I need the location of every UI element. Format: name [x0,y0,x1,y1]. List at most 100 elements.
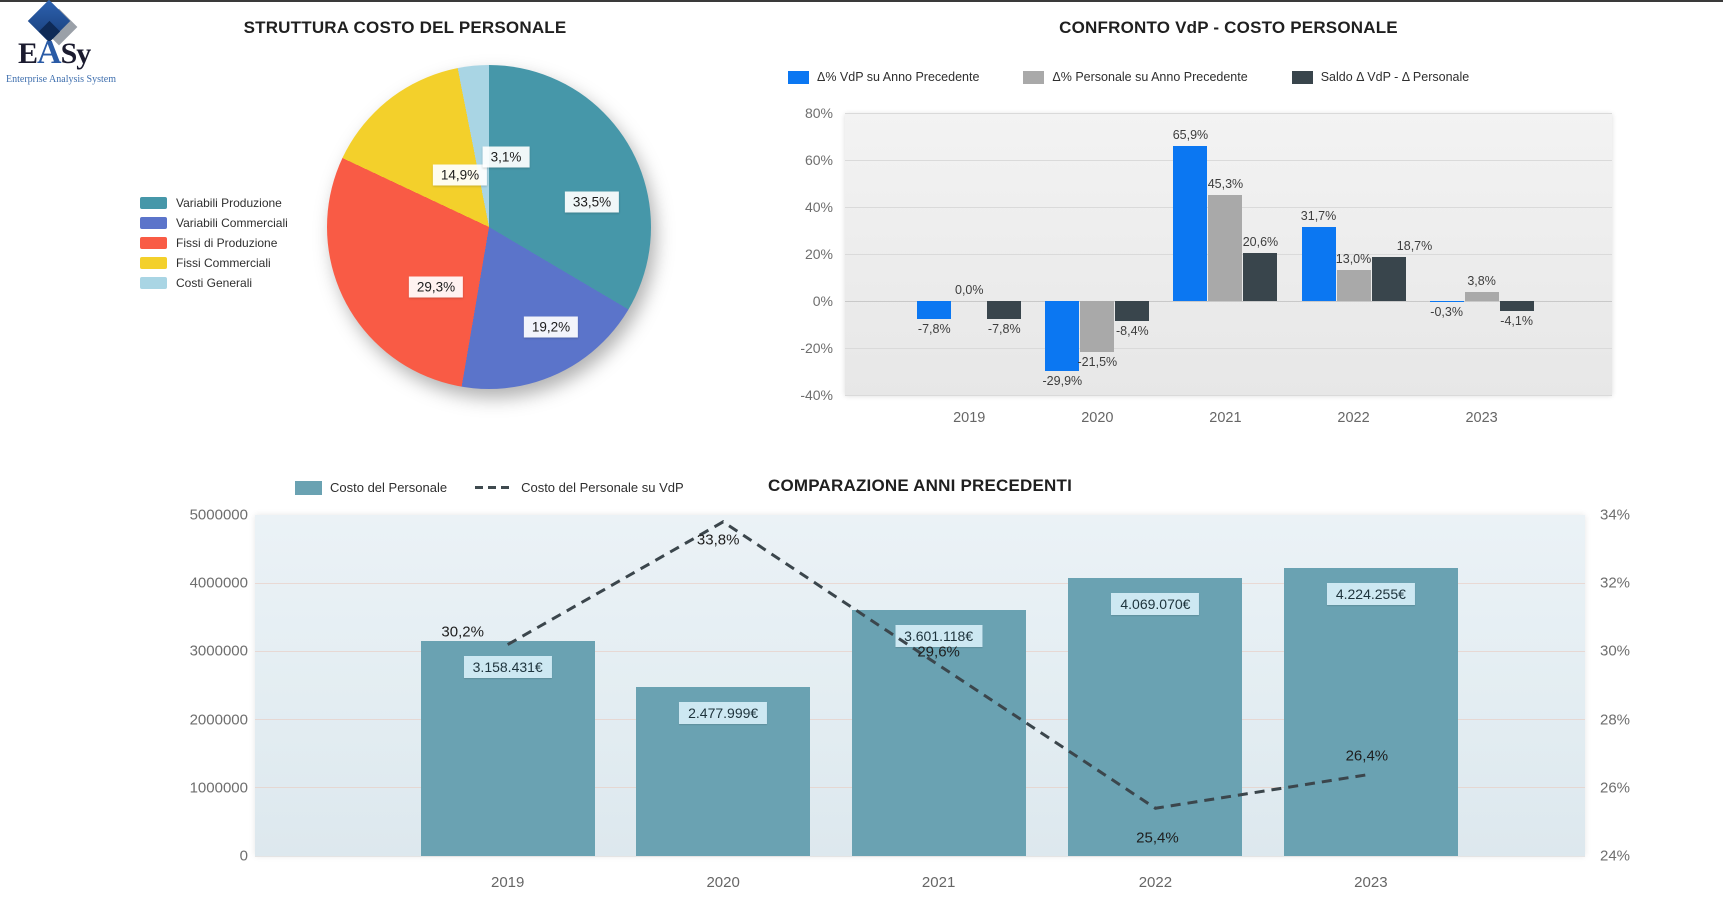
confronto-gridline [845,300,1612,302]
pie-circle[interactable] [327,65,651,389]
confronto-bar-value-label: -7,8% [987,322,1021,337]
confronto-bar[interactable] [1301,226,1336,301]
confronto-bar[interactable] [1045,301,1080,372]
easy-logo: EASy Enterprise Analysis System [6,0,176,97]
confronto-bar[interactable] [1115,301,1150,321]
confronto-bar-value-label: -29,9% [1042,374,1083,389]
comparazione-x-tick: 2021 [921,874,956,891]
pie-slice-value-label: 19,2% [523,316,579,338]
confronto-x-tick: 2022 [1337,410,1370,426]
confronto-x-tick: 2021 [1209,410,1242,426]
confronto-bar[interactable] [1208,194,1243,301]
comparazione-x-tick: 2019 [491,874,525,891]
trend-line-value-label: 26,4% [1345,747,1389,765]
confronto-bar-value-label: -21,5% [1077,354,1118,369]
confronto-bar[interactable] [1429,301,1464,302]
confronto-y-tick: 0% [812,293,833,309]
comparazione-bar-value-badge: 4.069.070€ [1111,593,1200,616]
pie-legend-label: Costi Generali [176,276,253,290]
confronto-bar[interactable] [1336,270,1371,301]
comparazione-gridline [255,855,1585,857]
comparazione-left-tick: 5000000 [189,506,248,524]
comparazione-right-tick: 30% [1600,642,1631,660]
pie-legend-label: Variabili Commerciali [176,216,288,230]
comparazione-legend-label: Costo del Personale [330,480,448,495]
confronto-bar-value-label: 45,3% [1207,176,1244,191]
legend-swatch-icon [140,237,167,249]
pie-legend-item[interactable]: Variabili Commerciali [140,216,288,230]
trend-line-value-label: 30,2% [441,623,484,641]
logo-letter-a: A [37,34,62,71]
comparazione-bar-value-badge: 3.158.431€ [463,655,552,678]
comparazione-right-tick: 26% [1600,779,1631,797]
comparazione-right-tick: 28% [1600,711,1631,729]
comparazione-chart-panel: COMPARAZIONE ANNI PRECEDENTI Costo del P… [0,460,1723,919]
comparazione-bar-value-badge: 4.224.255€ [1326,582,1415,605]
legend-swatch-icon [788,70,809,84]
comparazione-legend: Costo del Personale Costo del Personale s… [295,480,684,495]
confronto-chart-panel: CONFRONTO VdP - COSTO PERSONALE Δ% VdP s… [700,10,1723,450]
confronto-bar-value-label: -8,4% [1116,323,1149,338]
confronto-gridline [845,159,1612,161]
trend-line-value-label: 25,4% [1136,829,1179,847]
confronto-bar-value-label: 18,7% [1396,239,1433,254]
trend-line-value-label: 33,8% [696,531,740,549]
confronto-bar-value-label: 31,7% [1300,208,1337,223]
comparazione-legend-item-bar[interactable]: Costo del Personale [295,480,447,495]
logo-letter-e: E [18,37,38,70]
confronto-bar-value-label: -4,1% [1500,313,1533,328]
confronto-bar[interactable] [917,301,952,320]
confronto-bar-value-label: 65,9% [1172,128,1209,143]
pie-slice-value-label: 14,9% [432,164,488,186]
confronto-x-tick: 2023 [1465,410,1498,426]
pie-legend-item[interactable]: Fissi Commerciali [140,256,288,270]
pie-slice-value-label: 29,3% [408,276,464,298]
logo-letters-sy: Sy [60,37,92,70]
comparazione-legend-item-line[interactable]: Costo del Personale su VdP [475,480,684,495]
pie-legend-item[interactable]: Variabili Produzione [140,196,288,210]
confronto-y-tick: 40% [804,199,833,215]
legend-dashed-line-icon [475,486,514,489]
window-top-border [0,0,1723,2]
confronto-y-tick: -20% [800,340,833,356]
confronto-legend-item[interactable]: Saldo Δ VdP - Δ Personale [1291,70,1470,84]
logo-text: EASy [18,34,92,72]
confronto-gridline [845,394,1612,396]
confronto-y-tick: 60% [804,152,833,168]
legend-swatch-icon [140,217,167,229]
trend-line-value-label: 29,6% [917,643,960,661]
comparazione-right-tick: 24% [1600,847,1631,865]
confronto-bar[interactable] [1464,292,1499,301]
confronto-chart-title: CONFRONTO VdP - COSTO PERSONALE [1059,18,1398,37]
confronto-bar-value-label: -7,8% [917,322,951,337]
pie-chart-title: STRUTTURA COSTO DEL PERSONALE [243,18,567,37]
confronto-bar[interactable] [987,301,1022,320]
legend-swatch-icon [140,197,167,209]
pie-slice-value-label: 33,5% [564,191,620,213]
comparazione-left-tick: 1000000 [189,779,248,797]
comparazione-x-tick: 2022 [1138,874,1173,891]
confronto-y-tick: -40% [800,387,833,403]
confronto-bar[interactable] [1173,146,1208,301]
comparazione-chart-title: COMPARAZIONE ANNI PRECEDENTI [767,476,1073,495]
pie-legend-item[interactable]: Costi Generali [140,276,288,290]
confronto-legend-item[interactable]: Δ% VdP su Anno Precedente [788,70,979,84]
confronto-bar[interactable] [1080,301,1115,352]
confronto-bar-value-label: 0,0% [955,283,984,297]
legend-swatch-icon [1023,70,1045,84]
comparazione-right-tick: 32% [1600,574,1631,592]
comparazione-bar[interactable] [1068,578,1243,856]
confronto-legend-item[interactable]: Δ% Personale su Anno Precedente [1023,70,1248,84]
confronto-bar[interactable] [1499,301,1534,311]
confronto-bar[interactable] [1243,252,1278,301]
confronto-bar-value-label: 20,6% [1242,234,1279,249]
confronto-bar-value-label: -0,3% [1430,304,1463,319]
legend-swatch-icon [140,277,167,289]
confronto-legend-label: Δ% Personale su Anno Precedente [1052,70,1248,84]
pie-chart-panel: STRUTTURA COSTO DEL PERSONALE Variabili … [110,10,700,440]
pie-legend: Variabili Produzione Variabili Commercial… [140,196,288,290]
confronto-bar[interactable] [1371,257,1406,301]
comparazione-bar[interactable] [1283,567,1458,856]
pie-legend-item[interactable]: Fissi di Produzione [140,236,288,250]
confronto-legend-label: Saldo Δ VdP - Δ Personale [1320,70,1470,84]
